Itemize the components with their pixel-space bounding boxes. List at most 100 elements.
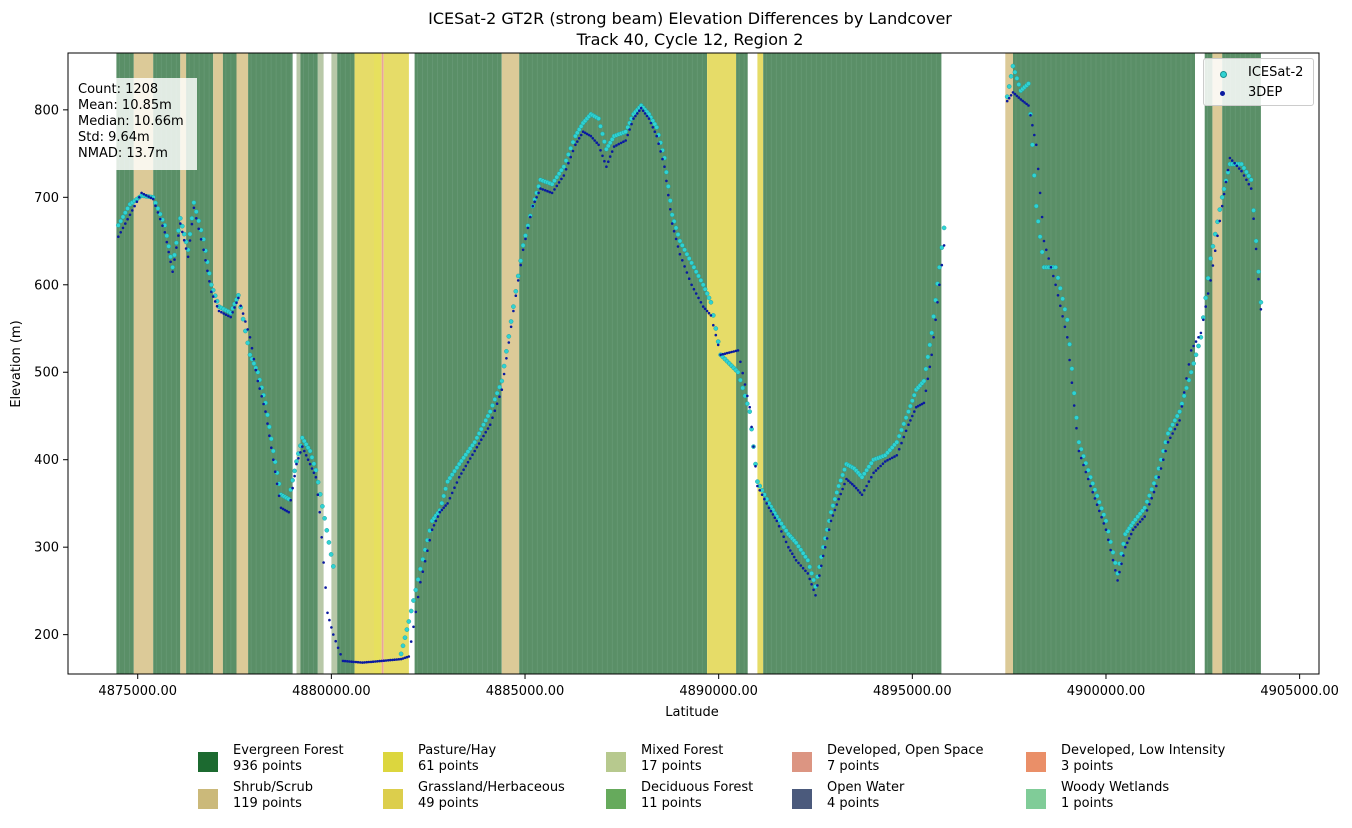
icesat2-point bbox=[536, 184, 541, 189]
3dep-point bbox=[1102, 522, 1106, 525]
3dep-point bbox=[630, 122, 633, 126]
icesat2-point bbox=[461, 455, 466, 461]
3dep-point bbox=[676, 245, 680, 248]
3dep-point bbox=[725, 351, 729, 355]
3dep-point bbox=[555, 184, 559, 188]
3dep-point bbox=[765, 502, 768, 505]
3dep-point bbox=[930, 353, 933, 357]
3dep-point bbox=[237, 296, 240, 300]
3dep-point bbox=[215, 304, 219, 308]
icesat2-point bbox=[1032, 173, 1037, 178]
landcover-bands bbox=[116, 53, 1261, 674]
3dep-point bbox=[1111, 558, 1115, 562]
3dep-point bbox=[233, 306, 236, 309]
icesat2-point bbox=[506, 334, 512, 339]
3dep-point bbox=[624, 139, 627, 142]
icesat2-point bbox=[1101, 512, 1107, 518]
3dep-point bbox=[1185, 377, 1188, 380]
3dep-point bbox=[460, 472, 463, 475]
3dep-point bbox=[246, 328, 249, 331]
3dep-point bbox=[186, 255, 190, 259]
3dep-point bbox=[1066, 336, 1069, 339]
3dep-point bbox=[455, 481, 459, 484]
icesat2-point bbox=[320, 503, 325, 509]
3dep-point bbox=[466, 460, 470, 464]
legend-entry-icesat2: ICESat-2 bbox=[1204, 65, 1313, 83]
3dep-point bbox=[283, 508, 287, 512]
icesat2-point bbox=[1142, 505, 1147, 511]
3dep-point bbox=[1222, 192, 1226, 196]
3dep-point bbox=[428, 538, 432, 542]
3dep-point bbox=[248, 336, 252, 339]
legend-entry-3dep: 3DEP bbox=[1204, 85, 1313, 103]
3dep-point bbox=[775, 519, 779, 523]
icesat2-point bbox=[1016, 82, 1022, 87]
3dep-point bbox=[839, 492, 842, 496]
3dep-point bbox=[363, 661, 366, 664]
3dep-point bbox=[789, 549, 792, 552]
3dep-point bbox=[488, 423, 492, 427]
landcover-band-evergreen bbox=[1222, 53, 1261, 674]
3dep-point bbox=[241, 312, 245, 315]
3dep-point bbox=[1240, 169, 1243, 173]
x-tick-label: 4890000.00 bbox=[679, 684, 758, 699]
3dep-point bbox=[505, 357, 508, 360]
legend-deciduous-forest: Deciduous Forest 11 points bbox=[606, 780, 826, 816]
3dep-point bbox=[771, 513, 775, 516]
icesat2-point bbox=[1099, 506, 1104, 511]
3dep-point bbox=[384, 659, 388, 662]
3dep-point bbox=[462, 468, 465, 472]
landcover-band-evergreen bbox=[763, 53, 942, 674]
3dep-point bbox=[181, 230, 184, 234]
3dep-point bbox=[615, 144, 618, 147]
icesat2-point bbox=[1258, 299, 1264, 305]
icesat2-point bbox=[1083, 460, 1089, 466]
legend-class-label: Shrub/Scrub bbox=[233, 780, 313, 795]
3dep-point bbox=[266, 422, 269, 425]
3dep-point bbox=[475, 445, 479, 449]
icesat2-point bbox=[929, 330, 935, 336]
3dep-point bbox=[393, 658, 396, 661]
icesat2-point bbox=[176, 228, 181, 233]
icesat2-point bbox=[798, 547, 804, 553]
icesat2-point bbox=[796, 544, 801, 549]
3dep-point bbox=[1005, 99, 1009, 103]
icesat2-point bbox=[166, 243, 171, 249]
swatch-icon bbox=[792, 752, 812, 772]
3dep-point bbox=[827, 528, 831, 531]
3dep-point bbox=[140, 191, 143, 195]
3dep-point bbox=[1025, 102, 1028, 106]
3dep-point bbox=[911, 414, 914, 418]
icesat2-point bbox=[923, 366, 929, 372]
3dep-point bbox=[665, 179, 668, 183]
3dep-point bbox=[1029, 114, 1032, 117]
3dep-point bbox=[1056, 294, 1060, 297]
3dep-point bbox=[694, 292, 698, 295]
3dep-point bbox=[687, 277, 691, 281]
icesat2-point bbox=[708, 299, 714, 305]
icesat2-point bbox=[809, 571, 814, 576]
3dep-point bbox=[670, 222, 674, 225]
3dep-point bbox=[593, 139, 596, 142]
icesat2-point bbox=[1058, 285, 1063, 291]
3dep-point bbox=[888, 457, 892, 461]
3dep-point bbox=[285, 509, 289, 513]
stats-box: Count: 1208 Mean: 10.85m Median: 10.66m … bbox=[72, 78, 197, 170]
icesat2-point bbox=[1165, 431, 1171, 436]
icesat2-point bbox=[311, 461, 317, 467]
icesat2-point bbox=[563, 158, 569, 163]
3dep-point bbox=[167, 250, 170, 254]
icesat2-point bbox=[290, 477, 295, 483]
3dep-point bbox=[324, 586, 327, 589]
icesat2-point bbox=[123, 210, 128, 215]
3dep-point bbox=[879, 464, 882, 468]
3dep-point bbox=[1242, 174, 1246, 177]
3dep-point bbox=[1155, 484, 1158, 488]
icesat2-point bbox=[492, 397, 498, 402]
icesat2-point bbox=[894, 439, 900, 445]
3dep-point bbox=[1199, 331, 1203, 335]
3dep-point bbox=[1061, 315, 1064, 318]
3dep-point bbox=[856, 489, 860, 492]
icesat2-point bbox=[834, 490, 840, 495]
3dep-point bbox=[1007, 96, 1011, 100]
